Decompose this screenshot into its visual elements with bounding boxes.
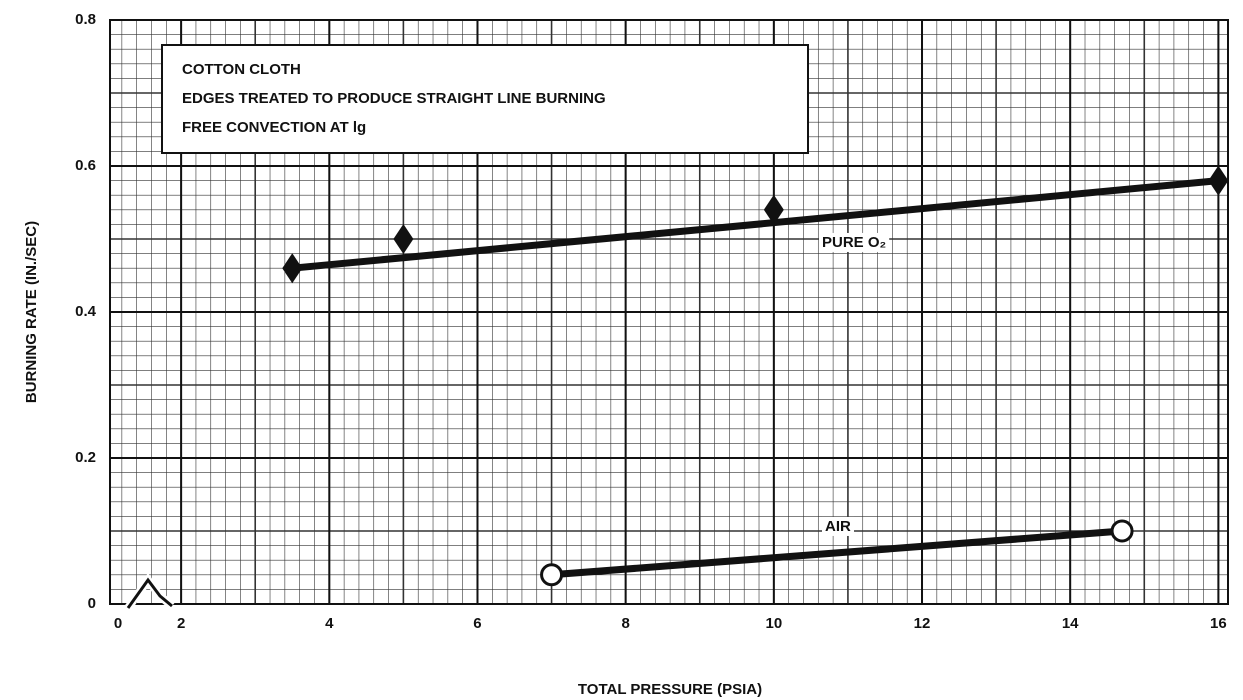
y-axis-title: BURNING RATE (IN./SEC) [23,221,40,403]
y-tick-label: 0 [88,595,96,612]
annotation: COTTON CLOTH [182,61,301,78]
y-tick-label: 0.4 [75,303,97,320]
marker [763,194,784,225]
x-tick-label: 2 [177,615,185,632]
marker [393,224,414,254]
y-tick-label: 0.6 [75,157,96,174]
x-tick-label: 16 [1210,615,1227,632]
annotation: EDGES TREATED TO PRODUCE STRAIGHT LINE B… [182,90,606,107]
x-tick-label: 6 [473,615,481,632]
fit-line [551,527,1123,579]
marker [282,253,303,284]
series-label-bg [822,516,854,536]
x-tick-label: 4 [325,615,334,632]
x-axis-title: TOTAL PRESSURE (PSIA) [578,681,762,698]
y-tick-label: 0.2 [75,449,96,466]
annotation-box [161,44,809,154]
x-break-label: 0 [114,615,122,632]
x-tick-label: 12 [914,615,931,632]
annotation: FREE CONVECTION AT lg [182,119,366,136]
series-label: AIR [825,518,851,535]
marker [540,563,564,587]
x-tick-label: 8 [621,615,629,632]
x-tick-label: 10 [765,615,782,632]
marker [1208,165,1229,196]
fit-line [291,177,1219,272]
x-tick-label: 14 [1062,615,1079,632]
y-tick-label: 0.8 [75,11,96,28]
series-label-bg [819,232,890,252]
axis-break [126,577,173,609]
series-label: PURE O₂ [822,234,886,251]
marker [1110,519,1134,543]
marks [282,165,1229,587]
